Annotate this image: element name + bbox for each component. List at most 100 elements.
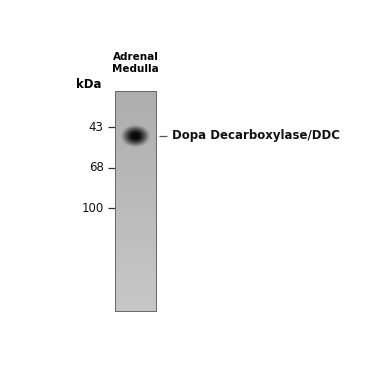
Bar — [115, 292, 156, 293]
Bar — [115, 256, 156, 257]
Bar — [115, 244, 156, 245]
Bar — [115, 96, 156, 97]
Bar — [115, 237, 156, 238]
Bar — [115, 257, 156, 258]
Bar — [115, 174, 156, 175]
Bar — [115, 262, 156, 263]
Bar — [115, 185, 156, 186]
Text: kDa: kDa — [76, 78, 101, 92]
Bar — [115, 239, 156, 240]
Bar — [115, 214, 156, 215]
Bar — [115, 300, 156, 301]
Ellipse shape — [130, 132, 140, 140]
Bar — [115, 265, 156, 266]
Ellipse shape — [127, 130, 144, 142]
Bar — [115, 294, 156, 295]
Bar — [115, 165, 156, 166]
Bar — [115, 149, 156, 150]
Bar — [115, 308, 156, 309]
Bar — [115, 266, 156, 267]
Bar — [115, 92, 156, 93]
Bar — [115, 247, 156, 248]
Bar — [115, 254, 156, 255]
Bar — [115, 94, 156, 95]
Bar — [115, 161, 156, 162]
Bar — [115, 204, 156, 205]
Bar — [115, 301, 156, 302]
Bar — [115, 248, 156, 249]
Bar — [115, 137, 156, 138]
Bar — [115, 151, 156, 152]
Bar — [115, 211, 156, 212]
Bar — [115, 228, 156, 229]
Bar — [115, 135, 156, 136]
Bar — [115, 177, 156, 178]
Ellipse shape — [125, 128, 146, 144]
Bar — [115, 295, 156, 296]
Ellipse shape — [123, 127, 148, 145]
Ellipse shape — [127, 130, 144, 142]
Bar — [115, 122, 156, 123]
Bar — [115, 233, 156, 234]
Bar — [115, 194, 156, 195]
Ellipse shape — [127, 129, 144, 142]
Bar — [115, 274, 156, 275]
Bar — [115, 222, 156, 223]
Bar — [115, 111, 156, 112]
Bar — [115, 91, 156, 310]
Text: 100: 100 — [81, 202, 104, 214]
Ellipse shape — [124, 128, 146, 144]
Bar — [115, 157, 156, 158]
Bar — [115, 143, 156, 144]
Ellipse shape — [121, 125, 150, 147]
Bar — [115, 150, 156, 151]
Bar — [115, 138, 156, 139]
Bar — [115, 134, 156, 135]
Bar — [115, 146, 156, 147]
Bar — [115, 167, 156, 168]
Bar — [115, 212, 156, 213]
Ellipse shape — [129, 131, 142, 141]
Ellipse shape — [128, 130, 143, 141]
Bar — [115, 220, 156, 221]
Ellipse shape — [121, 125, 150, 147]
Bar — [115, 273, 156, 274]
Ellipse shape — [130, 132, 141, 140]
Ellipse shape — [122, 126, 149, 146]
Ellipse shape — [124, 128, 147, 144]
Bar — [115, 99, 156, 100]
Bar — [115, 307, 156, 308]
Bar — [115, 118, 156, 119]
Ellipse shape — [130, 132, 141, 140]
Bar — [115, 225, 156, 226]
Bar — [115, 113, 156, 114]
Bar — [115, 234, 156, 235]
Ellipse shape — [130, 132, 141, 140]
Bar — [115, 221, 156, 222]
Bar — [115, 170, 156, 171]
Text: 43: 43 — [88, 121, 104, 134]
Bar — [115, 229, 156, 230]
Bar — [115, 95, 156, 96]
Bar — [115, 131, 156, 132]
Bar — [115, 278, 156, 279]
Bar — [115, 192, 156, 193]
Ellipse shape — [129, 131, 142, 141]
Bar — [115, 279, 156, 280]
Bar — [115, 180, 156, 181]
Bar — [115, 124, 156, 125]
Bar — [115, 238, 156, 239]
Bar — [115, 283, 156, 284]
Bar — [115, 163, 156, 164]
Bar — [115, 268, 156, 269]
Bar — [115, 193, 156, 194]
Ellipse shape — [129, 131, 142, 141]
Bar — [115, 270, 156, 271]
Bar — [115, 284, 156, 285]
Bar — [115, 215, 156, 216]
Bar — [115, 160, 156, 161]
Bar — [115, 235, 156, 236]
Bar — [115, 190, 156, 191]
Bar — [115, 187, 156, 188]
Text: 68: 68 — [88, 161, 104, 174]
